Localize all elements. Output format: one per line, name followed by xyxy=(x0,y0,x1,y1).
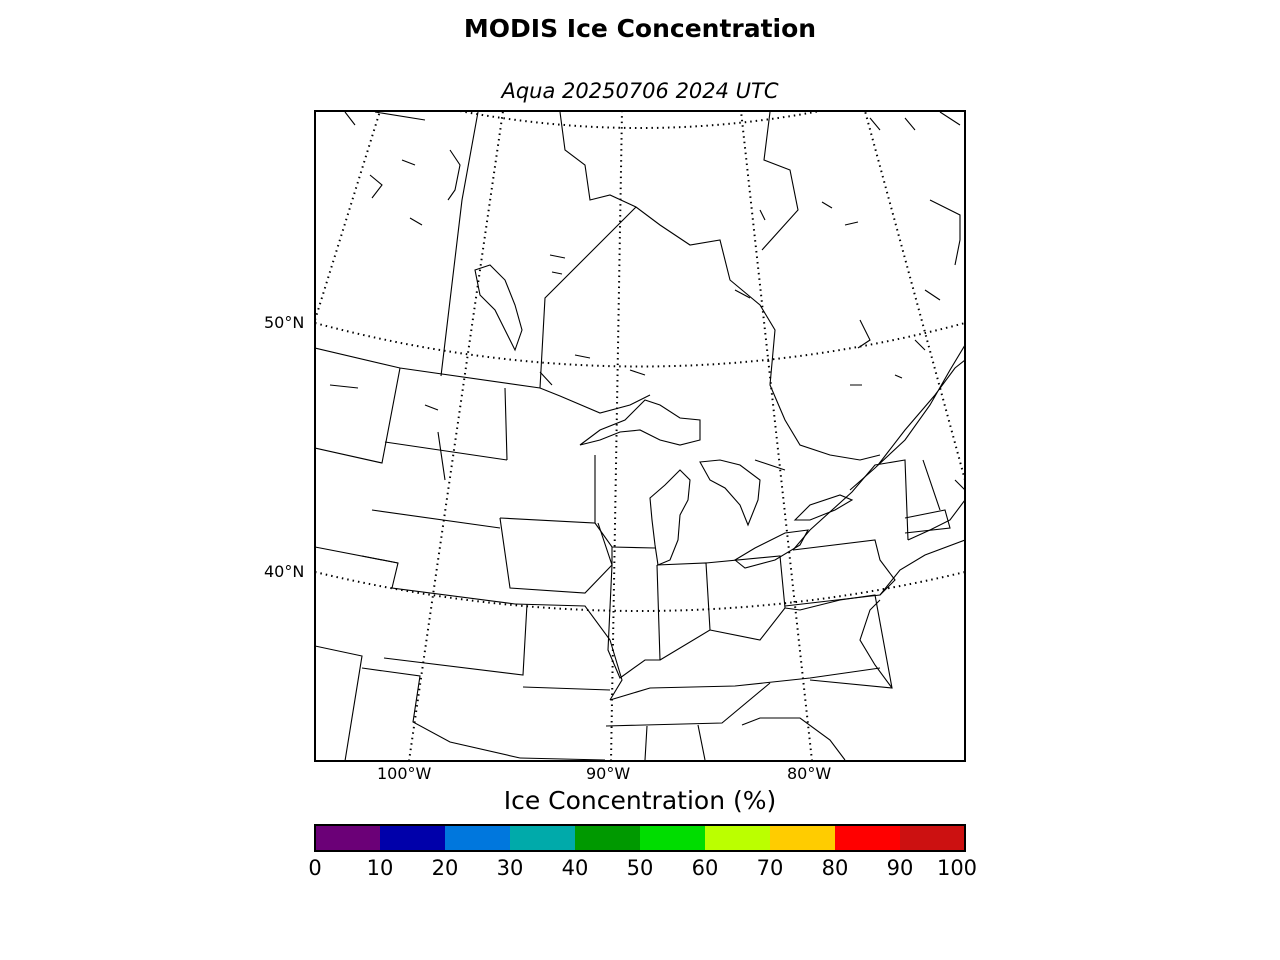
parallel-40 xyxy=(315,571,965,612)
lon-label-80w: 80°W xyxy=(787,764,832,783)
meridian-80 xyxy=(740,111,813,761)
colorbar-tick: 40 xyxy=(561,856,589,880)
colorbar-segment xyxy=(835,825,901,851)
parallel-50 xyxy=(315,322,965,368)
lon-label-90w: 90°W xyxy=(586,764,631,783)
meridian-110 xyxy=(315,111,381,321)
colorbar xyxy=(315,825,966,851)
st-lawrence xyxy=(849,344,965,491)
chart-subtitle: Aqua 20250706 2024 UTC xyxy=(501,79,779,103)
lake-huron xyxy=(699,459,761,527)
border-va xyxy=(784,594,893,689)
colorbar-segment xyxy=(445,825,511,851)
lon-label-100w: 100°W xyxy=(377,764,432,783)
border-ok-tx xyxy=(361,667,521,759)
map-frame xyxy=(314,110,966,762)
colorbar-frame xyxy=(314,824,966,852)
lake-michigan xyxy=(649,469,691,566)
lake-winnipeg xyxy=(474,264,523,352)
colorbar-label: Ice Concentration (%) xyxy=(503,786,777,815)
border-oh xyxy=(705,555,786,641)
colorbar-segment xyxy=(705,825,771,851)
meridian-70 xyxy=(864,111,965,481)
colorbar-tick: 90 xyxy=(886,856,914,880)
colorbar-segment xyxy=(640,825,706,851)
colorbar-tick: 10 xyxy=(366,856,394,880)
border-ne xyxy=(904,459,951,534)
border-mt-wy xyxy=(315,546,399,564)
border-nc-sc xyxy=(741,717,846,761)
border-ky-tn xyxy=(609,667,881,701)
border-wi xyxy=(594,522,656,549)
atlantic-coast xyxy=(859,499,965,689)
meridian-90 xyxy=(610,111,623,761)
border-tn xyxy=(605,682,771,761)
border-mo xyxy=(514,603,623,701)
border-mn xyxy=(499,387,596,524)
lat-label-40: 40°N xyxy=(264,562,305,581)
border-sask-manitoba xyxy=(440,111,479,377)
colorbar-segment xyxy=(900,825,966,851)
border-sd-ne xyxy=(371,509,501,529)
colorbar-tick: 0 xyxy=(308,856,322,880)
colorbar-tick: 80 xyxy=(821,856,849,880)
colorbar-tick: 30 xyxy=(496,856,524,880)
hudson-bay-coast xyxy=(559,111,881,461)
border-ar xyxy=(519,686,611,761)
border-ne-ks xyxy=(361,555,516,605)
lake-ontario xyxy=(793,494,854,521)
parallel-60 xyxy=(459,111,821,129)
colorbar-tick: 60 xyxy=(691,856,719,880)
colorbar-segment xyxy=(770,825,836,851)
colorbar-segment xyxy=(380,825,446,851)
lat-label-50: 50°N xyxy=(264,313,305,332)
border-ks-ok xyxy=(383,603,528,676)
chart-title: MODIS Ice Concentration xyxy=(463,14,817,43)
graticule xyxy=(315,111,965,761)
colorbar-segment xyxy=(510,825,576,851)
border-canada-us xyxy=(315,347,651,414)
border-ia xyxy=(499,517,613,594)
colorbar-tick: 100 xyxy=(936,856,978,880)
colorbar-tick: 50 xyxy=(626,856,654,880)
lake-superior xyxy=(579,399,701,446)
small-lakes xyxy=(329,111,965,491)
border-dakotas xyxy=(315,367,401,464)
lake-erie xyxy=(734,529,809,569)
colorbar-segment xyxy=(315,825,381,851)
border-ontario-quebec xyxy=(761,111,799,251)
colorbar-tick: 70 xyxy=(756,856,784,880)
border-nd-sd xyxy=(384,441,508,461)
map-coastlines xyxy=(315,111,965,761)
border-manitoba-ontario xyxy=(539,206,637,389)
border-in xyxy=(656,562,711,661)
meridian-100 xyxy=(408,111,504,761)
border-co xyxy=(315,645,363,761)
colorbar-segment xyxy=(575,825,641,851)
colorbar-tick: 20 xyxy=(431,856,459,880)
